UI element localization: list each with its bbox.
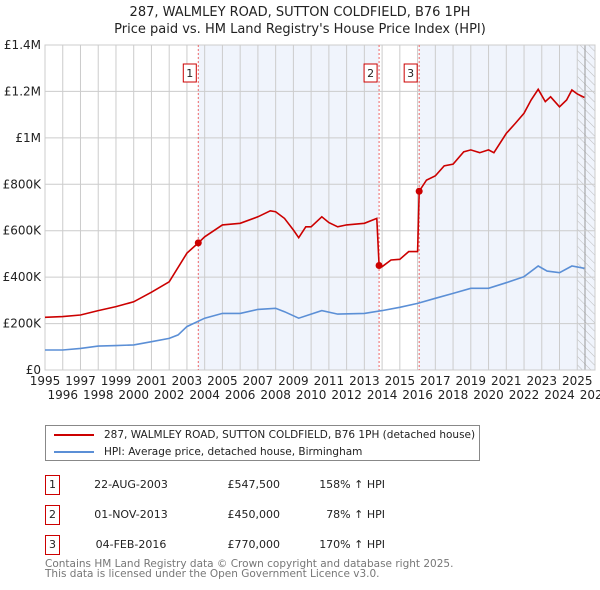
x-tick-label: 2013 [349,374,380,388]
forecast-hatch [577,45,595,370]
y-tick-label: £600K [3,224,43,238]
x-tick-label: 1996 [47,388,78,402]
title-line-1: 287, WALMLEY ROAD, SUTTON COLDFIELD, B76… [129,5,471,20]
transaction-price: £450,000 [227,508,281,521]
x-tick-label: 2025 [562,374,593,388]
x-tick-label: 2015 [385,374,416,388]
y-tick-label: £400K [3,270,43,284]
x-tick-label: 2022 [509,388,540,402]
x-tick-label: 2008 [260,388,291,402]
x-tick-label: 2004 [189,388,220,402]
x-tick-label: 2024 [544,388,575,402]
transaction-marker: 1 [45,475,60,495]
x-tick-label: 2006 [225,388,256,402]
sale-point [375,262,383,270]
transaction-date: 22-AUG-2003 [94,478,168,491]
x-tick-label: 1999 [101,374,132,388]
shaded-period [198,45,380,370]
transaction-row: 2 01-NOV-2013 £450,000 78% ↑ HPI [45,505,445,525]
sale-point [194,239,202,247]
transaction-row: 3 04-FEB-2016 £770,000 170% ↑ HPI [45,535,445,555]
x-tick-label: 2020 [473,388,504,402]
legend-item-hpi: HPI: Average price, detached house, Birm… [54,443,362,460]
x-tick-label: 1995 [30,374,61,388]
transaction-hpi: 158% ↑ HPI [319,478,385,491]
x-tick-label: 2010 [296,388,327,402]
transaction-row: 1 22-AUG-2003 £547,500 158% ↑ HPI [45,475,445,495]
sale-label: 2 [367,67,374,80]
x-tick-label: 2009 [278,374,309,388]
y-tick-label: £1.4M [4,38,41,52]
transaction-date: 01-NOV-2013 [94,508,168,521]
plot-border [44,44,596,371]
sale-label-box [182,63,197,83]
x-tick-label: 2019 [456,374,487,388]
footer: Contains HM Land Registry data © Crown c… [45,558,454,580]
legend-swatch-property [54,433,94,436]
transaction-price: £547,500 [227,478,281,491]
sale-label-box [403,63,418,83]
transaction-date: 04-FEB-2016 [95,538,167,551]
shaded-period [419,45,595,370]
x-tick-label: 1998 [83,388,114,402]
sale-label: 3 [407,67,414,80]
x-tick-label: 2005 [207,374,238,388]
y-tick-label: £800K [3,177,43,191]
sale-point [415,187,423,195]
transaction-hpi: 78% ↑ HPI [326,508,385,521]
x-tick-label: 2002 [154,388,185,402]
x-tick-label: 2001 [136,374,167,388]
transaction-price: £770,000 [227,538,281,551]
y-tick-label: £1M [15,131,41,145]
y-tick-label: £0 [26,363,41,377]
price-chart: 1995199619971998199920002001200220032004… [3,38,600,402]
sale-label: 1 [186,67,193,80]
x-tick-label: 2017 [420,374,451,388]
legend-label-hpi: HPI: Average price, detached house, Birm… [104,445,363,458]
legend-item-property: 287, WALMLEY ROAD, SUTTON COLDFIELD, B76… [54,426,475,443]
x-tick-label: 1997 [65,374,96,388]
transaction-marker: 2 [45,505,60,525]
x-tick-label: 2007 [243,374,274,388]
x-tick-label: 2014 [367,388,398,402]
transaction-hpi: 170% ↑ HPI [319,538,385,551]
legend-label-property: 287, WALMLEY ROAD, SUTTON COLDFIELD, B76… [104,428,476,441]
x-tick-label: 2018 [438,388,469,402]
footer-copyright: Contains HM Land Registry data © Crown c… [45,558,454,570]
chart-title: 287, WALMLEY ROAD, SUTTON COLDFIELD, B76… [0,4,600,38]
x-tick-label: 2012 [331,388,362,402]
x-tick-label: 2023 [527,374,558,388]
hpi-line [45,265,585,351]
y-tick-label: £1.2M [4,84,41,98]
x-tick-label: 2026 [580,388,600,402]
legend: 287, WALMLEY ROAD, SUTTON COLDFIELD, B76… [45,425,480,461]
x-tick-label: 2000 [118,388,149,402]
x-tick-label: 2011 [314,374,345,388]
transaction-marker: 3 [45,535,60,555]
legend-swatch-hpi [54,450,94,453]
sale-label-box [363,63,378,83]
x-tick-label: 2021 [491,374,522,388]
x-tick-label: 2003 [172,374,203,388]
footer-licence: This data is licensed under the Open Gov… [45,568,380,580]
y-tick-label: £200K [3,317,43,331]
title-line-2: Price paid vs. HM Land Registry's House … [114,22,486,37]
x-tick-label: 2016 [402,388,433,402]
